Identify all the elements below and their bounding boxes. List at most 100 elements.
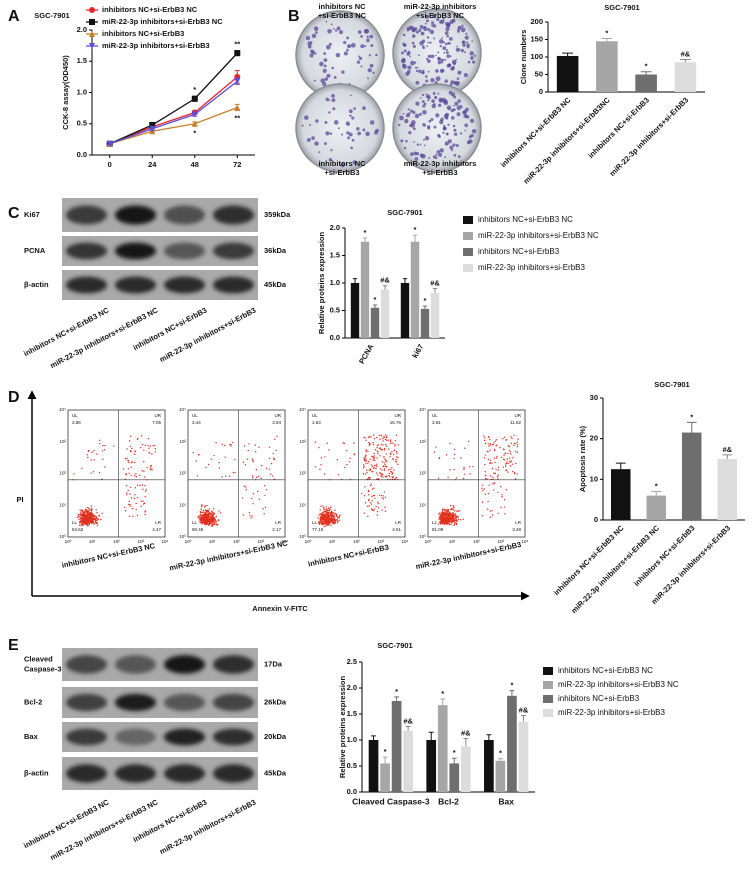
flow-dot [445, 519, 448, 521]
blot-band [65, 693, 108, 712]
flow-dot [336, 515, 338, 518]
flow-dot [514, 450, 517, 453]
flow-dot [381, 473, 383, 475]
flow-dot [481, 487, 483, 490]
colony [441, 97, 447, 103]
flow-dot [435, 446, 437, 448]
flow-dot [255, 476, 258, 479]
flow-dot [364, 502, 367, 504]
bar [449, 763, 460, 792]
flow-dot [77, 515, 80, 518]
colony [322, 81, 327, 86]
flow-dot [77, 513, 79, 516]
flow-dot [199, 513, 202, 516]
flow-dot [203, 512, 206, 514]
flow-dot [378, 434, 380, 436]
bar [484, 740, 494, 792]
colony [445, 132, 449, 136]
series-line [109, 76, 238, 145]
bar [610, 469, 631, 520]
flow-dot [365, 462, 367, 464]
flow-dot [440, 520, 442, 522]
flow-dot [384, 510, 387, 512]
flow-dot [447, 515, 449, 518]
flow-dot [441, 513, 443, 516]
significance: ** [234, 114, 240, 123]
flow-dot [122, 468, 125, 470]
flow-dot [210, 515, 212, 518]
flow-dot [489, 475, 492, 477]
x-tick-label: Cleaved Caspase-3 [352, 796, 430, 806]
y-tick-label: 200 [530, 17, 543, 26]
flow-tick-label: 10² [233, 539, 240, 544]
flow-dot [334, 516, 336, 518]
y-axis-label: Relative proteins expression [317, 232, 326, 335]
marker [234, 78, 241, 85]
y-tick-label: 1.0 [330, 278, 340, 287]
flow-dot [326, 513, 329, 515]
colony [456, 112, 461, 117]
flow-dot [211, 514, 214, 516]
flow-dot [91, 508, 93, 511]
quadrant-name: LR [515, 520, 522, 525]
flow-dot [506, 458, 509, 460]
flow-dot [221, 476, 223, 478]
flow-dot [335, 519, 338, 521]
flow-dot [134, 487, 137, 489]
quadrant-value: 4.51 [392, 527, 401, 532]
flow-dot [495, 468, 497, 471]
legend-label: inhibitors NC+si-ErbB3 [102, 29, 184, 38]
significance: * [395, 687, 398, 696]
flow-dot [273, 458, 275, 461]
blot-band [114, 693, 157, 712]
flow-dot [380, 475, 383, 478]
colony [314, 141, 319, 146]
flow-dot [491, 509, 493, 512]
flow-dot [380, 443, 383, 446]
flow-dot [212, 507, 215, 510]
colony [430, 118, 434, 122]
flow-dot [493, 489, 495, 491]
colony [362, 128, 366, 132]
flow-dot [330, 519, 332, 521]
y-tick-label: 2.0 [347, 683, 357, 692]
flow-dot [336, 521, 339, 524]
colony [435, 113, 440, 118]
quadrant-value: 81.09 [432, 527, 444, 532]
flow-dot [441, 521, 444, 523]
flow-dot [363, 457, 365, 459]
flow-dot [463, 468, 465, 470]
flow-dot [103, 449, 106, 451]
flow-dot [264, 506, 267, 509]
colony [445, 51, 449, 55]
flow-dot [373, 457, 375, 460]
flow-dot [330, 511, 332, 514]
quadrant-name: LR [155, 520, 162, 525]
blot-band [65, 655, 108, 674]
significance: * [193, 129, 196, 138]
flow-dot [321, 512, 323, 515]
flow-dot [496, 455, 498, 458]
flow-dot [263, 513, 265, 515]
flow-dot [149, 468, 151, 471]
flow-dot [389, 452, 392, 455]
flow-dot [206, 510, 208, 513]
colony [432, 13, 437, 19]
flow-dot [87, 520, 90, 522]
quadrant-name: LR [275, 520, 282, 525]
chart-title: SGC-7901 [604, 3, 639, 12]
flow-dot [394, 478, 396, 480]
flow-dot [96, 512, 98, 514]
flow-dot [483, 439, 486, 442]
colony [426, 94, 431, 99]
quadrant-name: UR [395, 413, 402, 418]
colony [421, 153, 426, 159]
flow-dot [446, 509, 448, 511]
flow-dot [448, 512, 450, 514]
flow-dot [367, 515, 369, 518]
flow-dot [503, 454, 505, 456]
colony [443, 51, 446, 54]
quadrant-value: 4.47 [152, 527, 161, 532]
colony [362, 106, 366, 111]
plate-label: +si-ErbB3 NC [416, 11, 465, 20]
